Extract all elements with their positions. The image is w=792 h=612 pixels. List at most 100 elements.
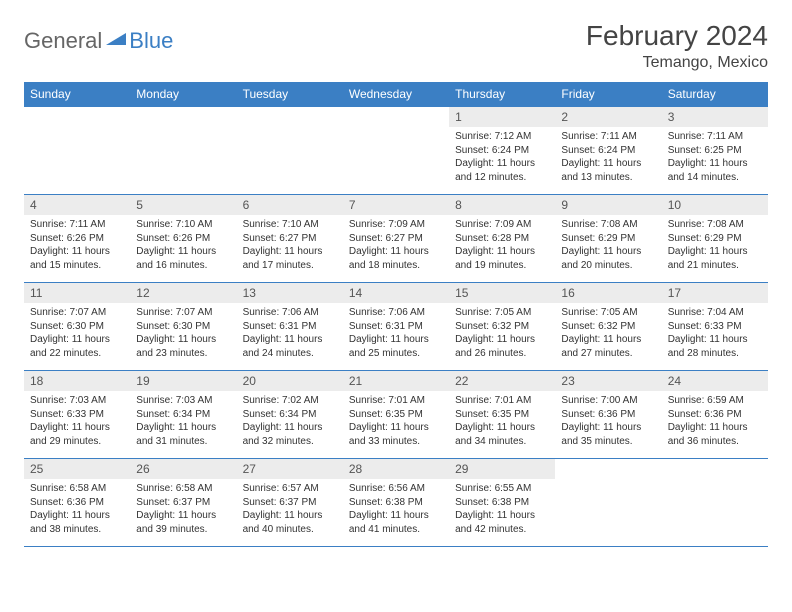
sunrise-line-label: Sunrise:: [455, 483, 494, 494]
sunrise-line: Sunrise: 7:01 AM: [349, 394, 443, 408]
calendar-cell: 21Sunrise: 7:01 AMSunset: 6:35 PMDayligh…: [343, 371, 449, 459]
sunrise-line: Sunrise: 7:03 AM: [30, 394, 124, 408]
day-details: Sunrise: 7:07 AMSunset: 6:30 PMDaylight:…: [24, 303, 130, 364]
sunrise-line-label: Sunrise:: [561, 131, 600, 142]
day-details: Sunrise: 7:09 AMSunset: 6:27 PMDaylight:…: [343, 215, 449, 276]
calendar-cell: 16Sunrise: 7:05 AMSunset: 6:32 PMDayligh…: [555, 283, 661, 371]
sunset-line: Sunset: 6:24 PM: [561, 144, 655, 158]
day-number: 25: [24, 459, 130, 479]
calendar-cell: 15Sunrise: 7:05 AMSunset: 6:32 PMDayligh…: [449, 283, 555, 371]
daylight-line-label: Daylight:: [30, 510, 72, 521]
sunrise-line-label: Sunrise:: [136, 483, 175, 494]
sunrise-line-value: 7:11 AM: [707, 131, 743, 142]
sunrise-line-label: Sunrise:: [349, 219, 388, 230]
day-details: Sunrise: 7:05 AMSunset: 6:32 PMDaylight:…: [555, 303, 661, 364]
day-details: Sunrise: 7:11 AMSunset: 6:24 PMDaylight:…: [555, 127, 661, 188]
weekday-header: Saturday: [662, 82, 768, 107]
sunrise-line-label: Sunrise:: [349, 307, 388, 318]
calendar-cell: 28Sunrise: 6:56 AMSunset: 6:38 PMDayligh…: [343, 459, 449, 547]
day-details: Sunrise: 7:01 AMSunset: 6:35 PMDaylight:…: [449, 391, 555, 452]
calendar-cell: 10Sunrise: 7:08 AMSunset: 6:29 PMDayligh…: [662, 195, 768, 283]
calendar-cell: 18Sunrise: 7:03 AMSunset: 6:33 PMDayligh…: [24, 371, 130, 459]
sunrise-line: Sunrise: 6:57 AM: [243, 482, 337, 496]
sunrise-line: Sunrise: 7:00 AM: [561, 394, 655, 408]
day-details: Sunrise: 6:55 AMSunset: 6:38 PMDaylight:…: [449, 479, 555, 540]
daylight-line-label: Daylight:: [349, 246, 391, 257]
triangle-icon: [106, 31, 126, 52]
daylight-line: Daylight: 11 hours and 27 minutes.: [561, 333, 655, 360]
sunrise-line-label: Sunrise:: [243, 219, 282, 230]
day-details: Sunrise: 7:12 AMSunset: 6:24 PMDaylight:…: [449, 127, 555, 188]
sunset-line-value: 6:37 PM: [173, 497, 210, 508]
sunset-line: Sunset: 6:28 PM: [455, 232, 549, 246]
calendar-cell: 2Sunrise: 7:11 AMSunset: 6:24 PMDaylight…: [555, 107, 661, 195]
day-details: Sunrise: 7:10 AMSunset: 6:26 PMDaylight:…: [130, 215, 236, 276]
sunset-line-label: Sunset:: [243, 497, 280, 508]
sunrise-line: Sunrise: 6:56 AM: [349, 482, 443, 496]
title-block: February 2024 Temango, Mexico: [586, 20, 768, 72]
calendar-cell-empty: [343, 107, 449, 195]
calendar-head: SundayMondayTuesdayWednesdayThursdayFrid…: [24, 82, 768, 107]
sunrise-line-value: 6:58 AM: [176, 483, 213, 494]
calendar-cell: 3Sunrise: 7:11 AMSunset: 6:25 PMDaylight…: [662, 107, 768, 195]
sunrise-line-value: 6:57 AM: [282, 483, 319, 494]
daylight-line-label: Daylight:: [561, 422, 603, 433]
daylight-line: Daylight: 11 hours and 42 minutes.: [455, 509, 549, 536]
sunset-line-value: 6:36 PM: [704, 409, 741, 420]
sunrise-line-label: Sunrise:: [455, 307, 494, 318]
day-details: Sunrise: 7:00 AMSunset: 6:36 PMDaylight:…: [555, 391, 661, 452]
sunset-line: Sunset: 6:35 PM: [349, 408, 443, 422]
sunrise-line-label: Sunrise:: [561, 307, 600, 318]
day-number: 23: [555, 371, 661, 391]
day-number: 15: [449, 283, 555, 303]
sunset-line-value: 6:32 PM: [598, 321, 635, 332]
sunset-line-label: Sunset:: [561, 321, 598, 332]
sunset-line-label: Sunset:: [668, 321, 705, 332]
sunset-line-label: Sunset:: [455, 409, 492, 420]
sunrise-line-label: Sunrise:: [668, 131, 707, 142]
calendar-cell-empty: [24, 107, 130, 195]
daylight-line-label: Daylight:: [30, 334, 72, 345]
daylight-line-label: Daylight:: [136, 422, 178, 433]
sunset-line-value: 6:26 PM: [173, 233, 210, 244]
sunrise-line-value: 6:55 AM: [495, 483, 532, 494]
sunset-line-label: Sunset:: [136, 233, 173, 244]
daylight-line: Daylight: 11 hours and 15 minutes.: [30, 245, 124, 272]
day-details: Sunrise: 7:08 AMSunset: 6:29 PMDaylight:…: [555, 215, 661, 276]
sunrise-line-value: 7:05 AM: [601, 307, 638, 318]
calendar-week: 1Sunrise: 7:12 AMSunset: 6:24 PMDaylight…: [24, 107, 768, 195]
daylight-line: Daylight: 11 hours and 34 minutes.: [455, 421, 549, 448]
sunset-line: Sunset: 6:24 PM: [455, 144, 549, 158]
day-number: 3: [662, 107, 768, 127]
daylight-line-label: Daylight:: [455, 510, 497, 521]
day-number: 2: [555, 107, 661, 127]
sunrise-line-value: 7:10 AM: [282, 219, 319, 230]
day-number: 8: [449, 195, 555, 215]
sunrise-line-label: Sunrise:: [243, 307, 282, 318]
calendar-cell: 29Sunrise: 6:55 AMSunset: 6:38 PMDayligh…: [449, 459, 555, 547]
sunrise-line-value: 7:02 AM: [282, 395, 319, 406]
calendar-cell: 12Sunrise: 7:07 AMSunset: 6:30 PMDayligh…: [130, 283, 236, 371]
header-row: General Blue February 2024 Temango, Mexi…: [24, 20, 768, 72]
sunset-line-label: Sunset:: [243, 321, 280, 332]
sunrise-line-value: 7:11 AM: [69, 219, 105, 230]
sunset-line-value: 6:31 PM: [386, 321, 423, 332]
sunrise-line-label: Sunrise:: [668, 307, 707, 318]
sunrise-line: Sunrise: 7:04 AM: [668, 306, 762, 320]
sunset-line-value: 6:29 PM: [598, 233, 635, 244]
sunset-line: Sunset: 6:34 PM: [243, 408, 337, 422]
calendar-cell: 19Sunrise: 7:03 AMSunset: 6:34 PMDayligh…: [130, 371, 236, 459]
day-number: 17: [662, 283, 768, 303]
sunrise-line-value: 7:07 AM: [176, 307, 213, 318]
sunrise-line: Sunrise: 7:08 AM: [668, 218, 762, 232]
day-details: Sunrise: 7:07 AMSunset: 6:30 PMDaylight:…: [130, 303, 236, 364]
sunset-line: Sunset: 6:33 PM: [30, 408, 124, 422]
daylight-line-label: Daylight:: [349, 510, 391, 521]
sunset-line-label: Sunset:: [349, 321, 386, 332]
daylight-line-label: Daylight:: [243, 510, 285, 521]
sunset-line-label: Sunset:: [136, 409, 173, 420]
sunrise-line: Sunrise: 7:05 AM: [455, 306, 549, 320]
calendar-body: 1Sunrise: 7:12 AMSunset: 6:24 PMDaylight…: [24, 107, 768, 547]
sunset-line-value: 6:35 PM: [492, 409, 529, 420]
daylight-line: Daylight: 11 hours and 13 minutes.: [561, 157, 655, 184]
